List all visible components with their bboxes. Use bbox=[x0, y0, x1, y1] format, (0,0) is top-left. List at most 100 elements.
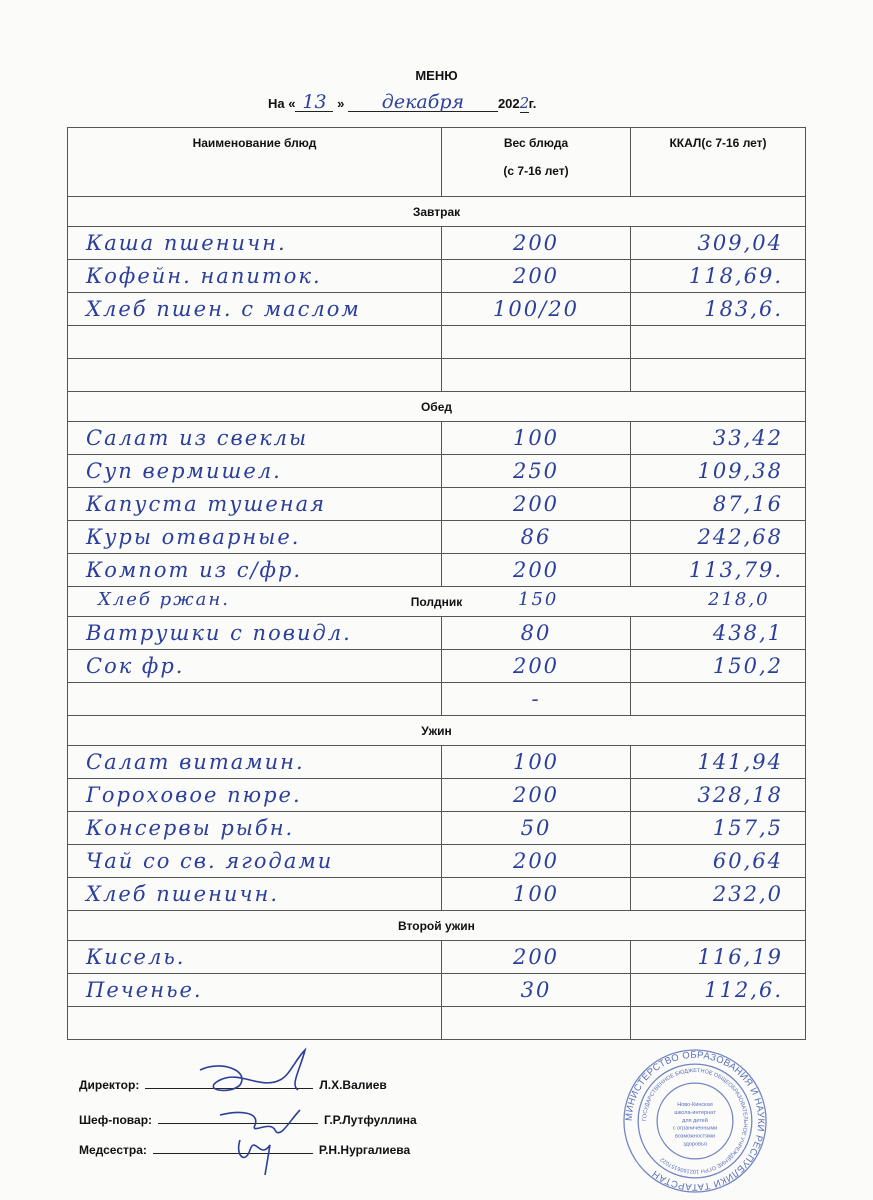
dish-kcal: 118,69. bbox=[630, 259, 806, 293]
menu-row: Кисель. 200 116,19 bbox=[67, 940, 806, 974]
dish-name: Компот из с/фр. bbox=[67, 553, 442, 587]
section-cell: Второй ужин bbox=[67, 910, 806, 941]
dish-weight bbox=[441, 1006, 631, 1040]
official-stamp: МИНИСТЕРСТВО ОБРАЗОВАНИЯ И НАУКИ РЕСПУБЛ… bbox=[623, 1049, 767, 1193]
dish-kcal: 113,79. bbox=[630, 553, 806, 587]
dish-weight: 50 bbox=[441, 811, 631, 845]
dish-name: Капуста тушеная bbox=[67, 487, 442, 521]
menu-row: Каша пшеничн. 200 309,04 bbox=[67, 226, 806, 260]
dish-weight: 200 bbox=[441, 649, 631, 683]
svg-text:для детей: для детей bbox=[682, 1117, 708, 1124]
menu-row: Куры отварные. 86 242,68 bbox=[67, 520, 806, 554]
month-field: декабря bbox=[347, 93, 498, 112]
dish-weight: 200 bbox=[441, 553, 631, 587]
dish-name: Салат из свеклы bbox=[67, 421, 442, 455]
dish-weight: 86 bbox=[441, 520, 631, 554]
dish-name bbox=[67, 325, 442, 359]
dish-name: Салат витамин. bbox=[67, 745, 442, 779]
dish-kcal: 141,94 bbox=[630, 745, 806, 779]
dish-kcal: 112,6. bbox=[630, 973, 806, 1007]
menu-row: Капуста тушеная 200 87,16 bbox=[67, 487, 806, 521]
section-row: Полдник Хлеб ржан. 150 218,0 bbox=[67, 586, 806, 617]
dish-kcal: 242,68 bbox=[630, 520, 806, 554]
section-title: Полдник bbox=[410, 594, 463, 609]
dish-name: Печенье. bbox=[67, 973, 442, 1007]
dish-name: Куры отварные. bbox=[67, 520, 442, 554]
dish-kcal bbox=[630, 682, 806, 716]
menu-row: Чай со св. ягодами 200 60,64 bbox=[67, 844, 806, 878]
header-weight-label: Вес блюда bbox=[503, 136, 569, 150]
section-row: Второй ужин bbox=[67, 910, 806, 941]
dish-kcal: 109,38 bbox=[630, 454, 806, 488]
dish-weight bbox=[441, 325, 631, 359]
overlay-kcal: 218,0 bbox=[708, 589, 770, 610]
dish-weight: 200 bbox=[441, 940, 631, 974]
dish-name: Ватрушки с повидл. bbox=[67, 616, 442, 650]
dish-kcal bbox=[630, 358, 806, 392]
menu-row: - bbox=[67, 682, 806, 716]
dish-name: Хлеб пшеничн. bbox=[67, 877, 442, 911]
dish-name: Хлеб пшен. с маслом bbox=[67, 292, 442, 326]
dish-kcal: 87,16 bbox=[630, 487, 806, 521]
header-kcal: ККАЛ(с 7-16 лет) bbox=[630, 127, 806, 197]
menu-row: Хлеб пшеничн. 100 232,0 bbox=[67, 877, 806, 911]
menu-row: Консервы рыбн. 50 157,5 bbox=[67, 811, 806, 845]
dish-kcal: 232,0 bbox=[630, 877, 806, 911]
year-suffix: г. bbox=[528, 96, 537, 111]
dish-kcal: 183,6. bbox=[630, 292, 806, 326]
header-weight-sub: (с 7-16 лет) bbox=[503, 164, 569, 178]
menu-row: Гороховое пюре. 200 328,18 bbox=[67, 778, 806, 812]
dish-weight: 100 bbox=[441, 745, 631, 779]
dish-weight: 250 bbox=[441, 454, 631, 488]
section-cell: Полдник Хлеб ржан. 150 218,0 bbox=[67, 586, 806, 617]
menu-row: Печенье. 30 112,6. bbox=[67, 973, 806, 1007]
header-row: Наименование блюд Вес блюда (с 7-16 лет) … bbox=[67, 127, 806, 197]
dish-name: Каша пшеничн. bbox=[67, 226, 442, 260]
dish-weight: 200 bbox=[441, 487, 631, 521]
dish-name bbox=[67, 1006, 442, 1040]
dish-name bbox=[67, 358, 442, 392]
person-name: Р.Н.Нургалиева bbox=[318, 1143, 411, 1157]
year-prefix: 202 bbox=[497, 96, 520, 111]
menu-row: Сок фр. 200 150,2 bbox=[67, 649, 806, 683]
section-row: Обед bbox=[67, 391, 806, 422]
section-row: Завтрак bbox=[67, 196, 806, 227]
menu-row: Салат витамин. 100 141,94 bbox=[67, 745, 806, 779]
dish-weight: 30 bbox=[441, 973, 631, 1007]
year-digit: 2 bbox=[519, 94, 530, 113]
section-title: Ужин bbox=[421, 723, 452, 738]
dish-weight: - bbox=[441, 682, 631, 716]
svg-text:Ново-Кинская: Ново-Кинская bbox=[677, 1102, 713, 1108]
dish-name: Чай со св. ягодами bbox=[67, 844, 442, 878]
svg-text:здоровья: здоровья bbox=[683, 1141, 707, 1147]
menu-row: Компот из с/фр. 200 113,79. bbox=[67, 553, 806, 587]
dish-name: Суп вермишел. bbox=[67, 454, 442, 488]
section-cell: Завтрак bbox=[67, 196, 806, 227]
dish-name: Сок фр. bbox=[67, 649, 442, 683]
dish-weight bbox=[441, 358, 631, 392]
dish-kcal: 328,18 bbox=[630, 778, 806, 812]
menu-table: Наименование блюд Вес блюда (с 7-16 лет) … bbox=[67, 127, 806, 1040]
dish-weight: 80 bbox=[441, 616, 631, 650]
dish-kcal bbox=[630, 1006, 806, 1040]
menu-row bbox=[67, 325, 806, 359]
dish-weight: 100 bbox=[441, 877, 631, 911]
menu-row: Кофейн. напиток. 200 118,69. bbox=[67, 259, 806, 293]
dish-name bbox=[67, 682, 442, 716]
dish-weight: 200 bbox=[441, 778, 631, 812]
overlay-name: Хлеб ржан. bbox=[98, 589, 230, 610]
dish-kcal bbox=[630, 325, 806, 359]
day-field: 13 bbox=[295, 93, 334, 112]
role-label: Директор: bbox=[79, 1078, 140, 1092]
dish-weight: 200 bbox=[441, 259, 631, 293]
menu-row: Суп вермишел. 250 109,38 bbox=[67, 454, 806, 488]
dish-kcal: 33,42 bbox=[630, 421, 806, 455]
handwritten-signatures bbox=[199, 1047, 307, 1176]
dish-kcal: 157,5 bbox=[630, 811, 806, 845]
signature-nurse: Медсестра: Р.Н.Нургалиева bbox=[79, 1143, 410, 1157]
role-label: Медсестра: bbox=[79, 1143, 147, 1157]
dish-weight: 100 bbox=[441, 421, 631, 455]
menu-row: Ватрушки с повидл. 80 438,1 bbox=[67, 616, 806, 650]
person-name: Г.Р.Лутфуллина bbox=[324, 1113, 417, 1127]
menu-row bbox=[67, 1006, 806, 1040]
